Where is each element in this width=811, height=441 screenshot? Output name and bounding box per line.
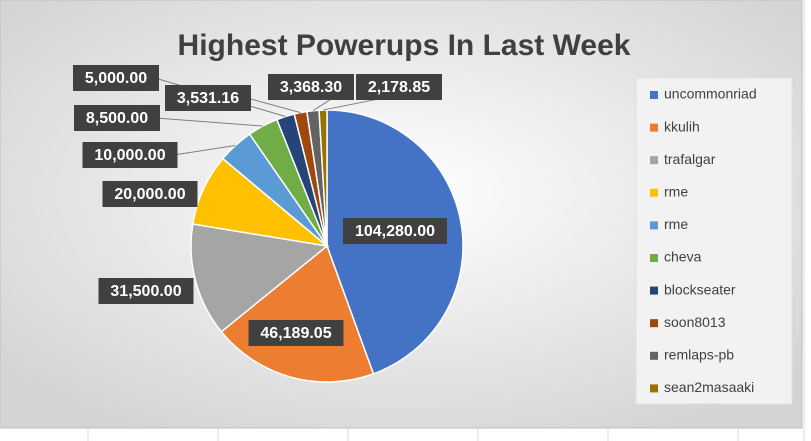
legend-swatch — [650, 221, 658, 230]
legend-swatch — [650, 254, 658, 262]
legend-label: cheva — [664, 249, 702, 265]
legend-label: rme — [664, 184, 688, 200]
value-label: 31,500.00 — [110, 283, 181, 300]
legend-label: rme — [664, 216, 688, 232]
legend — [635, 77, 793, 405]
pie-slice — [190, 223, 329, 333]
value-label: 3,368.30 — [280, 79, 342, 96]
legend-label: uncommonriad — [664, 86, 757, 102]
legend-swatch — [650, 156, 658, 165]
leader-line — [155, 117, 263, 127]
value-label-box — [248, 320, 344, 346]
value-label-box — [268, 74, 354, 100]
legend-swatch — [650, 123, 658, 132]
legend-swatch — [650, 384, 658, 393]
legend-label: remlaps-pb — [664, 347, 734, 363]
value-label-box — [356, 74, 442, 100]
value-label-box — [98, 278, 194, 304]
legend-label: kkulih — [664, 118, 700, 134]
legend-swatch — [650, 319, 658, 328]
value-label: 5,000.00 — [85, 70, 147, 87]
chart-title: Highest Powerups In Last Week — [178, 29, 631, 62]
leader-line — [173, 144, 236, 156]
value-label-box — [74, 105, 160, 131]
value-label: 3,531.16 — [177, 90, 239, 107]
pie-slice — [220, 244, 375, 383]
legend-swatch — [650, 91, 658, 99]
legend-swatch — [650, 351, 658, 360]
value-label: 2,178.85 — [368, 79, 430, 96]
value-label-box — [343, 218, 447, 244]
leader-line — [246, 97, 301, 114]
sheet-grid — [87, 0, 805, 441]
value-label: 10,000.00 — [94, 147, 165, 164]
legend-swatch — [650, 286, 658, 295]
value-label-box — [73, 65, 159, 91]
value-label-box — [82, 142, 178, 168]
value-label: 46,189.05 — [260, 325, 331, 342]
value-label: 20,000.00 — [114, 186, 185, 203]
pie-slice — [318, 109, 328, 247]
legend-label: trafalgar — [664, 151, 716, 167]
legend-label: soon8013 — [664, 314, 726, 330]
value-label: 8,500.00 — [86, 110, 148, 127]
legend-label: sean2masaaki — [664, 379, 754, 395]
value-label: 104,280.00 — [355, 223, 435, 240]
legend-swatch — [650, 188, 658, 197]
legend-label: blockseater — [664, 281, 736, 297]
value-label-box — [165, 85, 251, 111]
value-label-box — [102, 181, 198, 207]
